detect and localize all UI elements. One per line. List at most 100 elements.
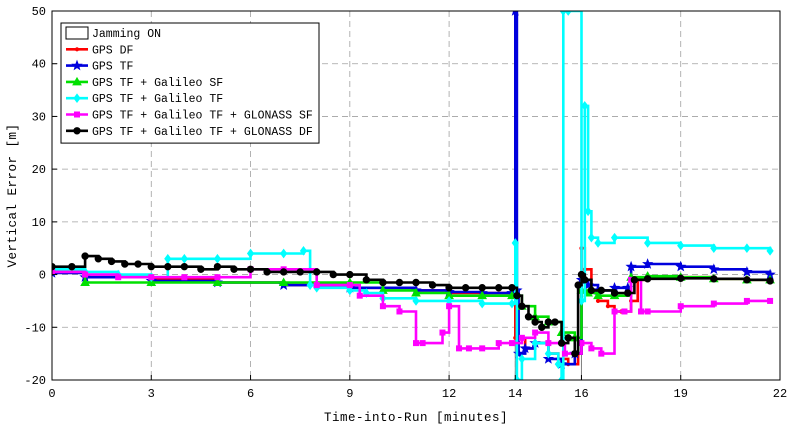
- legend-item: GPS TF + Galileo TF + GLONASS SF: [66, 110, 313, 123]
- data-point: [445, 284, 453, 292]
- data-point: [280, 248, 288, 259]
- data-point: [73, 93, 81, 104]
- data-point: [532, 329, 539, 336]
- legend-item: GPS DF: [66, 44, 134, 57]
- legend-box: [60, 22, 320, 144]
- data-point: [588, 345, 595, 352]
- data-point: [279, 268, 288, 276]
- x-tick-label: 0: [48, 387, 55, 401]
- data-point: [246, 265, 255, 273]
- data-point: [439, 329, 446, 336]
- x-tick-label: 12: [442, 387, 456, 401]
- data-point: [642, 258, 654, 269]
- data-point: [94, 255, 103, 263]
- data-point: [544, 318, 553, 326]
- x-tick-label: 3: [148, 387, 155, 401]
- data-point: [630, 276, 639, 284]
- data-point: [446, 303, 453, 310]
- data-point: [230, 265, 238, 273]
- data-point: [346, 270, 354, 279]
- data-point: [557, 339, 566, 347]
- data-point: [518, 354, 526, 364]
- data-point: [508, 298, 516, 309]
- data-point: [180, 262, 189, 271]
- data-point: [593, 290, 603, 300]
- data-point: [677, 274, 685, 282]
- data-point: [511, 238, 519, 248]
- data-point: [379, 278, 387, 287]
- data-point: [278, 277, 289, 286]
- x-axis-label: Time-into-Run [minutes]: [324, 411, 508, 425]
- data-point: [708, 263, 720, 275]
- data-point: [587, 286, 596, 295]
- data-point: [743, 243, 751, 254]
- legend-label: GPS TF + Galileo TF + GLONASS DF: [92, 126, 313, 139]
- data-point: [465, 345, 472, 352]
- data-point: [180, 253, 188, 264]
- data-point: [81, 252, 89, 260]
- data-point: [675, 260, 687, 272]
- legend-item: GPS TF: [66, 59, 134, 74]
- data-point: [643, 275, 652, 283]
- data-point: [625, 260, 637, 272]
- data-point: [478, 284, 486, 292]
- data-point: [74, 47, 80, 52]
- data-point: [164, 253, 172, 264]
- data-point: [80, 277, 90, 286]
- data-point: [621, 308, 628, 315]
- data-point: [564, 334, 572, 342]
- data-point: [148, 274, 155, 281]
- y-tick-label: 30: [32, 110, 46, 124]
- legend-item: GPS TF + Galileo TF: [66, 93, 223, 106]
- x-tick-label: 6: [247, 387, 254, 401]
- y-tick-label: 40: [32, 58, 46, 72]
- data-point: [412, 278, 420, 287]
- data-point: [531, 338, 539, 348]
- data-point: [82, 271, 89, 278]
- data-point: [306, 280, 314, 290]
- data-point: [538, 323, 546, 331]
- data-point: [508, 340, 515, 347]
- data-point: [396, 308, 403, 315]
- data-point: [121, 260, 129, 268]
- data-point: [71, 59, 83, 71]
- legend: Jamming ON GPS DF GPS TF GPS TF + Galileo S…: [60, 22, 320, 144]
- data-point: [213, 253, 222, 264]
- data-point: [511, 11, 519, 16]
- data-point: [557, 375, 566, 380]
- data-point: [428, 281, 437, 289]
- data-point: [213, 262, 222, 271]
- data-point: [766, 246, 774, 256]
- data-point: [212, 277, 223, 286]
- data-point: [134, 260, 142, 268]
- data-point: [512, 347, 525, 359]
- x-tick-label: 19: [674, 387, 688, 401]
- data-point: [456, 345, 463, 352]
- data-point: [73, 127, 81, 135]
- legend-item-jamming: Jamming ON: [65, 26, 161, 41]
- data-point: [313, 268, 321, 276]
- data-point: [52, 268, 55, 275]
- data-point: [710, 275, 718, 283]
- y-axis-label: Vertical Error [m]: [6, 123, 20, 267]
- data-point: [767, 297, 774, 304]
- data-point: [610, 289, 619, 297]
- data-point: [518, 334, 525, 341]
- x-tick-label: 16: [574, 387, 588, 401]
- legend-label: GPS TF: [92, 61, 134, 74]
- data-point: [610, 232, 619, 243]
- data-point: [246, 248, 255, 259]
- data-point: [147, 262, 155, 271]
- x-tick-label: 9: [346, 387, 353, 401]
- data-point: [743, 297, 750, 304]
- data-point: [419, 340, 426, 347]
- data-point: [519, 342, 531, 354]
- data-point: [479, 345, 486, 352]
- data-point: [461, 284, 470, 292]
- data-point: [581, 276, 589, 284]
- data-point: [551, 318, 559, 326]
- legend-swatch: [65, 26, 89, 40]
- data-point: [710, 243, 718, 254]
- data-point: [564, 11, 572, 16]
